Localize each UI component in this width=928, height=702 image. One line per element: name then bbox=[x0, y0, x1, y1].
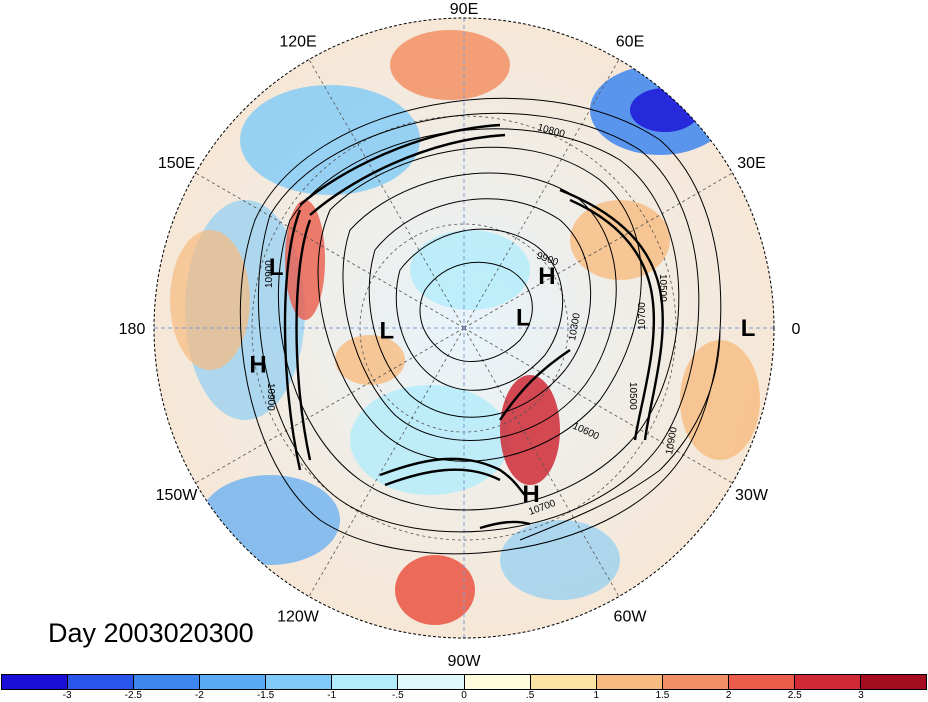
anomaly-red-canada bbox=[335, 335, 405, 385]
contour-label: 10900 bbox=[265, 383, 276, 411]
low-pressure-marker: L bbox=[741, 315, 756, 342]
colorbar-tick-label: 1 bbox=[593, 690, 600, 701]
colorbar-tick-label: .5 bbox=[525, 690, 535, 701]
longitude-label: 0 bbox=[792, 321, 801, 338]
anomaly-blue-europe-core bbox=[630, 88, 700, 132]
height-contours bbox=[239, 97, 722, 555]
colorbar-swatch bbox=[2, 675, 69, 689]
colorbar bbox=[1, 674, 927, 690]
anomaly-blue-siberia bbox=[240, 85, 420, 195]
low-pressure-marker: L bbox=[379, 318, 394, 345]
anomaly-blue-arctic bbox=[410, 230, 530, 310]
colorbar-swatch bbox=[464, 675, 531, 689]
anomaly-red-north bbox=[390, 30, 510, 100]
colorbar-swatch bbox=[134, 675, 201, 689]
meridian-line bbox=[308, 327, 465, 597]
colorbar-tick-label: -.5 bbox=[392, 690, 404, 701]
anomaly-red-pacific bbox=[170, 230, 250, 370]
longitude-label: 90E bbox=[450, 1, 478, 18]
contour-label: 10500 bbox=[627, 382, 638, 410]
colorbar-tick-label: 3 bbox=[858, 690, 864, 701]
colorbar-tick-label: -2 bbox=[194, 690, 204, 701]
longitude-label: 120W bbox=[277, 609, 320, 626]
colorbar-ticks: -3 -2.5 -2 -1.5 -1 -.5 0 .5 1 1.5 2 2.5 3 bbox=[0, 690, 928, 702]
anomaly-red-asia bbox=[570, 200, 670, 280]
polar-map: 10800 9900 10900 10500 10300 10700 10600… bbox=[119, 1, 801, 670]
colorbar-swatch bbox=[266, 675, 333, 689]
day-label: Day 2003020300 bbox=[48, 618, 254, 648]
anomaly-blue-north-america bbox=[350, 385, 510, 495]
longitude-labels: 90E 60E 30E 0 30W 60W 90W 120W 150W 180 150E 120E bbox=[119, 1, 801, 670]
contour-label: 10300 bbox=[567, 312, 583, 342]
colorbar-tick-label: 2 bbox=[725, 690, 732, 701]
contour-label: 10900 bbox=[264, 260, 275, 288]
high-pressure-marker: H bbox=[522, 481, 539, 508]
meridian-line bbox=[463, 327, 733, 484]
meridian-line bbox=[195, 327, 465, 484]
meridian-line bbox=[463, 59, 620, 329]
colorbar-swatch bbox=[530, 675, 597, 689]
colorbar-swatch bbox=[398, 675, 465, 689]
contour-label: 10900 bbox=[664, 426, 680, 456]
colorbar-swatch bbox=[332, 675, 399, 689]
contour-label: 10500 bbox=[657, 274, 668, 302]
longitude-label: 30W bbox=[735, 487, 769, 504]
meridian-line bbox=[308, 59, 465, 329]
map-boundary bbox=[153, 17, 775, 639]
anomaly-red-east bbox=[680, 340, 760, 460]
meridian-line bbox=[463, 172, 733, 329]
colorbar-swatch bbox=[794, 675, 862, 689]
longitude-label: 60E bbox=[616, 34, 644, 51]
anomaly-red-atlantic bbox=[500, 375, 560, 485]
colorbar-swatch bbox=[861, 675, 927, 689]
longitude-label: 60W bbox=[614, 609, 648, 626]
anomaly-red-south bbox=[395, 555, 475, 625]
colorbar-swatch bbox=[68, 675, 135, 689]
longitude-label: 150W bbox=[156, 487, 199, 504]
colorbar-tick-label: 0 bbox=[461, 690, 467, 701]
anomaly-red-west bbox=[285, 200, 325, 320]
colorbar-tick-label: -1.5 bbox=[256, 690, 275, 701]
colorbar-swatch bbox=[728, 675, 795, 689]
low-pressure-marker: L bbox=[269, 254, 284, 281]
colorbar-swatch bbox=[200, 675, 267, 689]
colorbar-swatch bbox=[662, 675, 729, 689]
colorbar-tick-label: -2.5 bbox=[124, 690, 142, 701]
longitude-label: 30E bbox=[737, 155, 765, 172]
contour-label: 10700 bbox=[637, 302, 648, 330]
meridian-line bbox=[195, 172, 465, 329]
anomaly-blue-atlantic bbox=[500, 520, 620, 600]
high-pressure-marker: H bbox=[249, 351, 266, 378]
colorbar-tick-label: 1.5 bbox=[655, 690, 670, 701]
colorbar-tick-label: 2.5 bbox=[787, 690, 802, 701]
longitude-label: 90W bbox=[448, 653, 482, 670]
high-pressure-marker: H bbox=[538, 263, 555, 290]
longitude-label: 150E bbox=[158, 155, 195, 172]
colorbar-tick-label: -1 bbox=[327, 690, 337, 701]
longitude-label: 120E bbox=[279, 34, 316, 51]
low-pressure-marker: L bbox=[516, 305, 531, 332]
jet-contours bbox=[283, 123, 664, 530]
longitude-label: 180 bbox=[119, 321, 146, 338]
colorbar-swatch bbox=[596, 675, 663, 689]
meridian-line bbox=[463, 327, 620, 597]
colorbar-tick-label: -3 bbox=[62, 690, 72, 701]
